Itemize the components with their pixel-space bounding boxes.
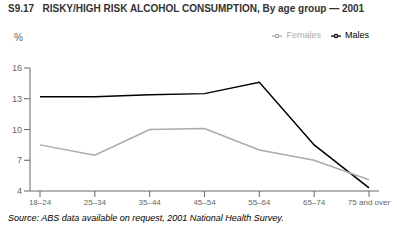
html-text:Males: Males xyxy=(345,30,369,40)
svg-text:65–74: 65–74 xyxy=(303,198,326,207)
html-text:S9.17 RISKY/HIGH RISK ALCOHOL: S9.17 RISKY/HIGH RISK ALCOHOL CONSUMPTIO… xyxy=(8,3,365,14)
svg-text:7: 7 xyxy=(17,155,22,165)
svg-text:13: 13 xyxy=(12,94,22,104)
svg-text:35–44: 35–44 xyxy=(139,198,162,207)
html-text:Source: ABS data available on: Source: ABS data available on request, 2… xyxy=(8,213,284,223)
svg-text:10: 10 xyxy=(12,125,22,135)
svg-text:4: 4 xyxy=(17,186,22,196)
svg-text:18–24: 18–24 xyxy=(29,198,52,207)
svg-text:45–54: 45–54 xyxy=(193,198,216,207)
html-text:Females: Females xyxy=(286,30,321,40)
svg-text:75 and over: 75 and over xyxy=(348,198,389,207)
svg-text:25–34: 25–34 xyxy=(84,198,107,207)
svg-text:55–64: 55–64 xyxy=(248,198,271,207)
svg-text:16: 16 xyxy=(12,63,22,73)
